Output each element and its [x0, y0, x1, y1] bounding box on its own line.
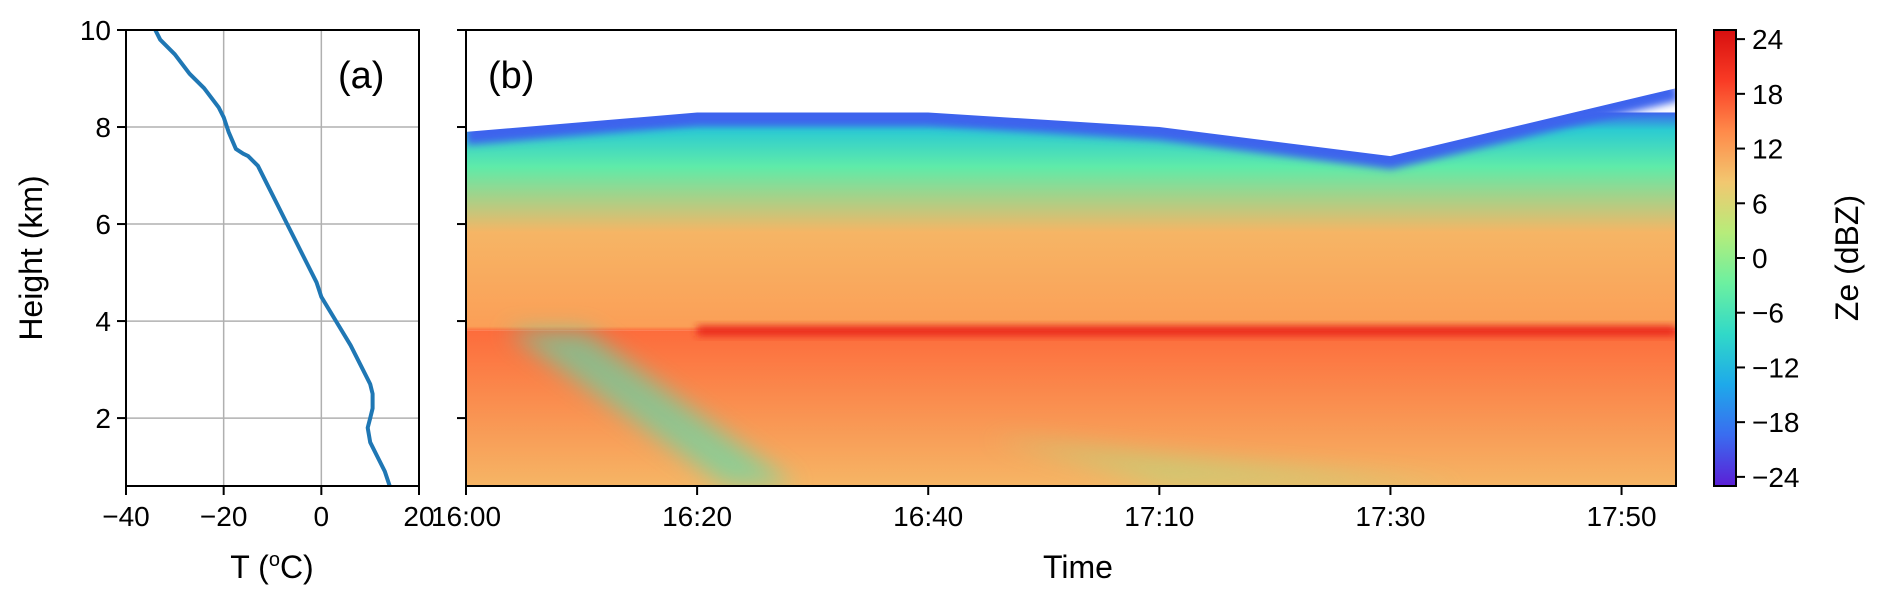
x-tick-label: 0 [314, 501, 330, 532]
low-reflectivity-streak [506, 330, 796, 486]
x-label-degree: o [269, 549, 280, 571]
time-tick-label: 17:10 [1124, 501, 1194, 532]
panel-b-x-ticks: 16:00 16:20 16:40 17:10 17:30 17:50 [431, 486, 1657, 532]
colorbar-tick-label: −6 [1752, 298, 1784, 329]
ice-region [466, 112, 1676, 331]
panel-a-y-ticks: 2 4 6 8 10 [80, 15, 126, 434]
panel-a-tag: (a) [338, 55, 384, 97]
colorbar-label: Ze (dBZ) [1829, 195, 1865, 321]
colorbar-tick-label: −24 [1752, 462, 1800, 493]
panel-a-frame [125, 29, 420, 487]
panel-a-y-axis-label: Height (km) [13, 175, 49, 340]
colorbar-tick-label: 6 [1752, 188, 1768, 219]
x-tick-label: 20 [403, 501, 434, 532]
x-tick-label: −20 [200, 501, 248, 532]
colorbar-ticks: 24 18 12 6 0 −6 −12 −18 −24 [1736, 24, 1800, 493]
colorbar-tick-label: 0 [1752, 243, 1768, 274]
panel-b-tag: (b) [488, 55, 534, 97]
x-tick-label: −40 [102, 501, 150, 532]
y-tick-label: 2 [95, 403, 111, 434]
panel-b-x-axis-label: Time [1043, 549, 1113, 585]
panel-a-x-ticks: −40 −20 0 20 [102, 486, 435, 532]
y-tick-label: 10 [80, 15, 111, 46]
melting-layer-bright-band [697, 325, 1676, 336]
x-label-unit: C) [280, 549, 314, 585]
time-tick-label: 16:00 [431, 501, 501, 532]
time-tick-label: 17:50 [1587, 501, 1657, 532]
time-tick-label: 16:40 [893, 501, 963, 532]
temperature-profile-series [153, 30, 392, 486]
panel-b-reflectivity-heatmap: 16:00 16:20 16:40 17:10 17:30 17:50 (b) Time [431, 29, 1677, 585]
panel-b-y-ticks [457, 29, 466, 420]
low-reflectivity-streak [986, 437, 1466, 486]
colorbar-gradient [1713, 29, 1737, 487]
time-tick-label: 17:30 [1355, 501, 1425, 532]
colorbar-tick-label: −12 [1752, 352, 1800, 383]
y-tick-label: 8 [95, 112, 111, 143]
y-tick-label: 6 [95, 209, 111, 240]
time-tick-label: 16:20 [662, 501, 732, 532]
colorbar-tick-label: 18 [1752, 79, 1783, 110]
colorbar: 24 18 12 6 0 −6 −12 −18 −24 Ze (dBZ) [1713, 24, 1865, 493]
x-label-base: T ( [230, 549, 269, 585]
temperature-line [153, 30, 392, 486]
colorbar-tick-label: −18 [1752, 407, 1800, 438]
colorbar-tick-label: 12 [1752, 134, 1783, 165]
panel-b-frame [465, 29, 1677, 487]
colorbar-tick-label: 24 [1752, 24, 1783, 55]
y-tick-label: 4 [95, 306, 111, 337]
panel-a-temperature-profile: −40 −20 0 20 2 4 6 8 10 (a) T (oC) Height (km) [13, 15, 435, 585]
clear-air-above-cloud [466, 30, 1676, 157]
reflectivity-field [466, 30, 1676, 486]
panel-a-grid [126, 30, 419, 486]
panel-a-x-axis-label: T (oC) [230, 549, 313, 585]
